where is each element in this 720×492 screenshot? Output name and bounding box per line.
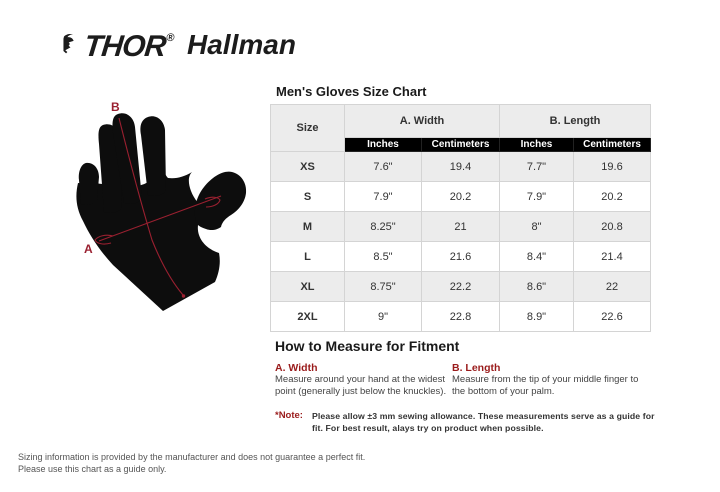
svg-text:A: A <box>84 242 93 256</box>
svg-text:B: B <box>111 100 120 114</box>
